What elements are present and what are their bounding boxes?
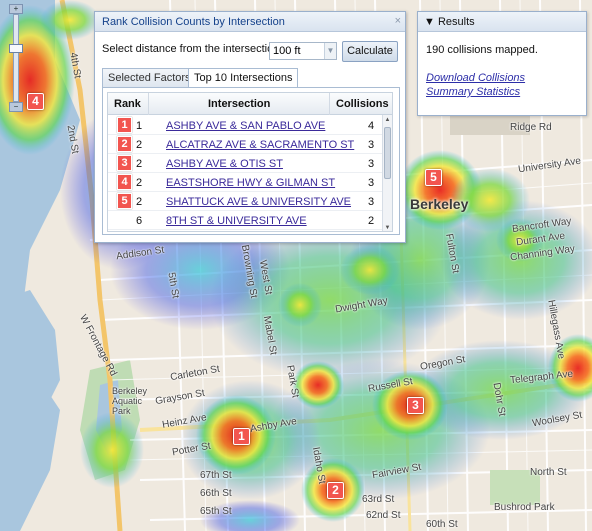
rank-badge: 4 xyxy=(117,174,132,190)
street-label: 60th St xyxy=(426,519,458,530)
rank-value: 2 xyxy=(136,196,143,208)
zoom-out-button[interactable]: − xyxy=(9,102,23,112)
scroll-down-icon[interactable]: ▼ xyxy=(384,225,391,231)
rank-marker-4[interactable]: 4 xyxy=(27,93,44,110)
chevron-down-icon[interactable]: ▼ xyxy=(324,43,336,59)
column-header-collisions[interactable]: Collisions xyxy=(336,98,389,110)
distance-value: 100 ft xyxy=(273,45,301,57)
column-header-rank[interactable]: Rank xyxy=(114,98,141,110)
table-scrollbar[interactable]: ▲ ▼ xyxy=(382,115,392,231)
rank-collisions-dialog: Rank Collision Counts by Intersection × … xyxy=(94,11,406,243)
zoom-thumb[interactable] xyxy=(9,44,23,53)
results-titlebar[interactable]: ▼ Results xyxy=(418,12,586,32)
column-header-intersection[interactable]: Intersection xyxy=(208,98,271,110)
rank-value: 2 xyxy=(136,139,143,151)
download-collisions-link[interactable]: Download Collisions xyxy=(426,72,526,84)
scroll-thumb[interactable] xyxy=(384,127,391,179)
intersections-table: Rank Intersection Collisions 1 1 ASHBY A… xyxy=(107,92,393,232)
table-row[interactable]: 2 2 ALCATRAZ AVE & SACRAMENTO ST 3 xyxy=(108,135,384,154)
table-header: Rank Intersection Collisions xyxy=(108,93,392,115)
collision-count: 4 xyxy=(368,120,375,132)
distance-label: Select distance from the intersection: xyxy=(102,43,283,55)
close-icon[interactable]: × xyxy=(394,15,401,27)
rank-marker-3[interactable]: 3 xyxy=(407,397,424,414)
street-label: 67th St xyxy=(200,470,232,481)
collapse-icon[interactable]: ▼ xyxy=(424,16,435,28)
scroll-up-icon[interactable]: ▲ xyxy=(384,117,391,123)
intersection-link[interactable]: 8TH ST & UNIVERSITY AVE xyxy=(166,215,307,227)
top-intersections-panel: Rank Intersection Collisions 1 1 ASHBY A… xyxy=(102,87,400,235)
rank-badge: 2 xyxy=(117,136,132,152)
rank-badge: 5 xyxy=(117,193,132,209)
calculate-button[interactable]: Calculate xyxy=(342,41,398,62)
results-title: Results xyxy=(437,16,475,28)
table-row[interactable]: 5 2 SHATTUCK AVE & UNIVERSITY AVE 3 xyxy=(108,192,384,211)
rank-badge: 3 xyxy=(117,155,132,171)
table-row[interactable]: 3 2 ASHBY AVE & OTIS ST 3 xyxy=(108,154,384,173)
street-label: Ridge Rd xyxy=(510,122,552,133)
street-label: 66th St xyxy=(200,488,232,499)
collision-count: 2 xyxy=(368,215,375,227)
results-panel: ▼ Results 190 collisions mapped. Downloa… xyxy=(417,11,587,116)
tab-selected-factors[interactable]: Selected Factors xyxy=(102,68,197,87)
collision-count: 3 xyxy=(368,158,375,170)
tab-top-10-intersections[interactable]: Top 10 Intersections xyxy=(188,68,299,88)
zoom-in-button[interactable]: + xyxy=(9,4,23,14)
zoom-track[interactable] xyxy=(13,14,19,102)
intersection-link[interactable]: ASHBY AVE & OTIS ST xyxy=(166,158,283,170)
street-label: 65th St xyxy=(200,506,232,517)
street-label: Bushrod Park xyxy=(494,502,555,513)
rank-value: 6 xyxy=(136,215,143,227)
rank-value: 2 xyxy=(136,158,143,170)
street-label: Berkeley Aquatic Park xyxy=(112,386,148,416)
rank-marker-1[interactable]: 1 xyxy=(233,428,250,445)
collision-count: 3 xyxy=(368,177,375,189)
intersection-link[interactable]: ASHBY AVE & SAN PABLO AVE xyxy=(166,120,326,132)
zoom-slider[interactable]: + − xyxy=(8,4,24,112)
rank-badge: 1 xyxy=(117,117,132,133)
rank-marker-5[interactable]: 5 xyxy=(425,169,442,186)
bushrod-park xyxy=(490,470,540,505)
summary-statistics-link[interactable]: Summary Statistics xyxy=(426,86,521,98)
rank-marker-2[interactable]: 2 xyxy=(327,482,344,499)
results-message: 190 collisions mapped. xyxy=(426,44,538,56)
rank-value: 1 xyxy=(136,120,143,132)
street-label: North St xyxy=(530,467,567,478)
city-label: Berkeley xyxy=(410,196,469,212)
distance-select[interactable]: 100 ft ▼ xyxy=(269,42,337,60)
dialog-title: Rank Collision Counts by Intersection xyxy=(102,16,285,28)
table-row[interactable]: 1 1 ASHBY AVE & SAN PABLO AVE 4 xyxy=(108,116,384,135)
intersection-link[interactable]: ALCATRAZ AVE & SACRAMENTO ST xyxy=(166,139,355,151)
collision-count: 3 xyxy=(368,139,375,151)
street-label: 62nd St xyxy=(366,510,401,521)
rank-value: 2 xyxy=(136,177,143,189)
table-row[interactable]: 6 8TH ST & UNIVERSITY AVE 2 xyxy=(108,211,384,230)
dialog-titlebar[interactable]: Rank Collision Counts by Intersection × xyxy=(95,12,405,32)
table-row[interactable]: 4 2 EASTSHORE HWY & GILMAN ST 3 xyxy=(108,173,384,192)
intersection-link[interactable]: EASTSHORE HWY & GILMAN ST xyxy=(166,177,336,189)
intersection-link[interactable]: SHATTUCK AVE & UNIVERSITY AVE xyxy=(166,196,352,208)
street-label: 63rd St xyxy=(362,494,395,505)
collision-count: 3 xyxy=(368,196,375,208)
